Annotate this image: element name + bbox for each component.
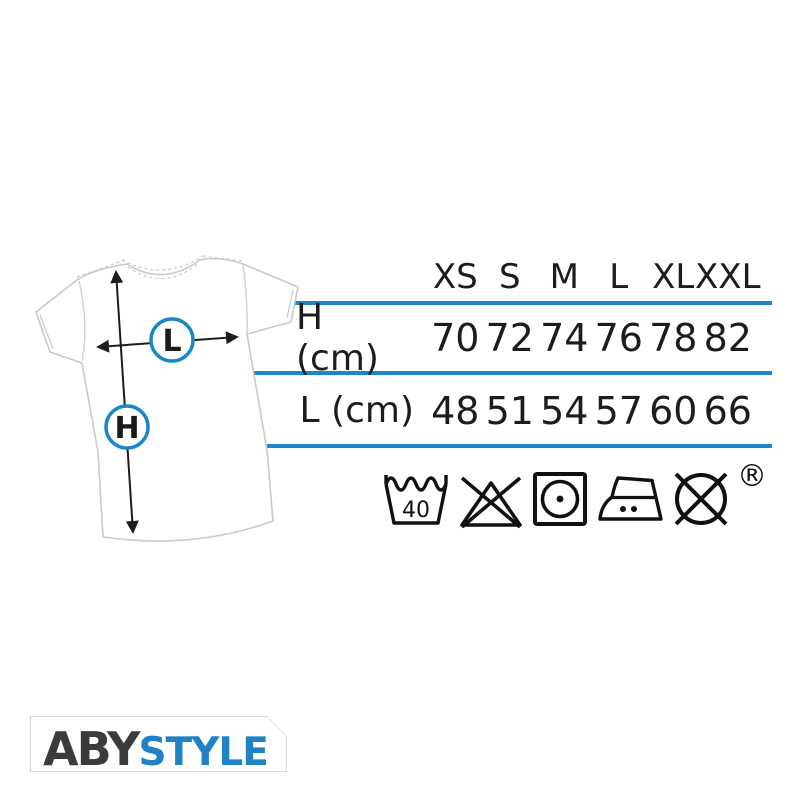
width-value: 57: [594, 388, 643, 433]
height-value: 74: [540, 316, 589, 360]
size-header: XL: [652, 256, 695, 297]
brand-logo-text-secondary: STYLE: [138, 730, 268, 775]
brand-logo-inner: ABYSTYLE: [31, 717, 286, 771]
width-value: 66: [703, 388, 752, 433]
header-spacer: [296, 252, 428, 301]
tshirt-outline: [35, 257, 299, 542]
size-header: XXL: [694, 256, 761, 297]
cuff-line-right: [286, 289, 294, 319]
size-header: M: [549, 256, 579, 297]
width-badge-label: L: [162, 324, 181, 359]
do-not-dry-clean-icon: [668, 466, 734, 532]
height-value: 82: [703, 316, 752, 360]
shoulder-stitch-left: [76, 259, 126, 278]
size-header: L: [609, 256, 629, 297]
tumble-dry-icon: [532, 471, 588, 527]
iron-icon: [598, 475, 664, 525]
wash-40-icon: 40: [382, 472, 450, 527]
height-value: 72: [485, 316, 534, 360]
do-not-bleach-icon: [456, 473, 526, 530]
row-label-width: L (cm): [299, 390, 414, 431]
brand-logo-text-primary: ABY: [43, 722, 139, 776]
sleeve-seam-right: [242, 264, 248, 334]
collar-stitch-line: [121, 255, 204, 271]
width-value: 51: [485, 388, 534, 433]
height-value: 78: [649, 316, 698, 360]
table-rule-top: [295, 301, 772, 305]
registered-trademark-symbol: ®: [737, 459, 767, 494]
shoulder-stitch-right: [202, 255, 244, 262]
row-label-height: H (cm): [296, 297, 379, 379]
height-badge-label: H: [114, 411, 139, 446]
table-rule-middle: [252, 371, 772, 375]
height-value: 70: [431, 316, 480, 360]
height-arrow: [110, 270, 139, 534]
cuff-line-left: [39, 314, 54, 350]
width-value: 54: [540, 388, 589, 433]
table-rule-bottom: [260, 444, 772, 448]
size-header: S: [498, 256, 521, 297]
width-badge: L: [149, 317, 195, 363]
height-badge: H: [104, 404, 150, 450]
sleeve-seam-left: [78, 280, 86, 362]
brand-logo: ABYSTYLE: [30, 716, 287, 772]
height-value: 76: [594, 316, 643, 360]
width-value: 48: [431, 388, 480, 433]
width-value: 60: [649, 388, 698, 433]
size-table: XS S M L XL XXL H (cm) 70 72 74 76 78 82…: [296, 252, 761, 446]
size-header: XS: [432, 256, 478, 297]
wash-temp-label: 40: [402, 498, 430, 523]
tshirt-diagram: L H: [35, 255, 299, 542]
